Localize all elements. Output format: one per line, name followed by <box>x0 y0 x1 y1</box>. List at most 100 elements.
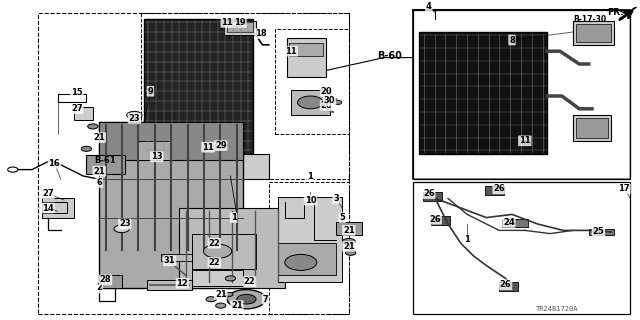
Polygon shape <box>619 7 637 21</box>
Text: 3: 3 <box>333 194 339 203</box>
Bar <box>144 19 253 154</box>
Bar <box>99 122 243 160</box>
Text: 26: 26 <box>423 189 435 198</box>
Text: 20: 20 <box>321 101 332 110</box>
Text: 11: 11 <box>202 143 214 152</box>
Bar <box>289 43 323 56</box>
Text: 9: 9 <box>148 87 153 96</box>
Text: 4: 4 <box>426 2 432 11</box>
Bar <box>291 90 330 115</box>
Text: 29: 29 <box>215 141 227 150</box>
Text: 10: 10 <box>305 196 316 204</box>
Text: 11: 11 <box>519 136 531 145</box>
Bar <box>278 243 336 275</box>
Circle shape <box>206 297 216 302</box>
Bar <box>141 13 349 179</box>
Text: 22: 22 <box>244 277 255 286</box>
Circle shape <box>225 276 236 281</box>
Bar <box>74 107 93 120</box>
Text: 6: 6 <box>96 178 102 187</box>
Bar <box>269 182 349 314</box>
Text: 1: 1 <box>307 172 314 180</box>
Text: 26: 26 <box>500 280 511 289</box>
Text: 12: 12 <box>177 279 188 288</box>
Text: B-17-30: B-17-30 <box>573 15 606 24</box>
Text: 24: 24 <box>503 218 515 227</box>
Bar <box>224 21 256 35</box>
Text: 28: 28 <box>100 276 111 284</box>
Bar <box>142 154 269 179</box>
Bar <box>573 21 614 45</box>
Bar <box>502 219 528 227</box>
Bar <box>99 275 122 288</box>
Bar <box>99 122 243 288</box>
Text: 15: 15 <box>71 88 83 97</box>
Text: 27: 27 <box>71 104 83 113</box>
Bar <box>42 202 67 213</box>
Circle shape <box>216 303 226 308</box>
Bar <box>485 186 504 195</box>
Circle shape <box>237 294 256 304</box>
Text: B-61: B-61 <box>95 156 116 164</box>
Text: 16: 16 <box>49 159 60 168</box>
Text: 11: 11 <box>285 47 297 56</box>
Bar <box>423 192 442 201</box>
Circle shape <box>225 292 233 296</box>
Bar <box>576 24 611 42</box>
Bar <box>192 270 243 286</box>
Bar <box>138 141 170 160</box>
Bar <box>573 115 611 141</box>
Bar <box>336 222 362 235</box>
Bar <box>179 208 285 288</box>
Bar <box>275 29 349 134</box>
Text: 8: 8 <box>509 36 515 44</box>
Text: 26: 26 <box>493 184 505 193</box>
Bar <box>192 234 256 269</box>
Bar <box>38 13 349 314</box>
Bar <box>419 32 547 154</box>
Text: 13: 13 <box>151 152 163 161</box>
Bar <box>42 198 74 218</box>
Text: 23: 23 <box>129 114 140 123</box>
Bar <box>589 229 614 235</box>
Bar <box>287 38 326 77</box>
Text: B-60: B-60 <box>378 51 403 61</box>
Text: 17: 17 <box>618 184 630 193</box>
Text: 20: 20 <box>321 87 332 96</box>
Circle shape <box>8 167 18 172</box>
Text: 5: 5 <box>339 213 346 222</box>
Bar <box>161 254 192 261</box>
Text: 18: 18 <box>255 29 267 38</box>
Circle shape <box>232 21 242 27</box>
Circle shape <box>346 250 356 255</box>
Circle shape <box>342 238 355 245</box>
Text: 7: 7 <box>263 295 268 304</box>
Circle shape <box>298 96 323 109</box>
Circle shape <box>114 225 129 233</box>
Text: 26: 26 <box>429 215 441 224</box>
Text: 1: 1 <box>464 236 470 244</box>
Text: 11: 11 <box>221 18 233 27</box>
Text: 2: 2 <box>96 284 102 292</box>
Text: 21: 21 <box>343 226 355 235</box>
Bar <box>147 280 192 290</box>
Text: 31: 31 <box>164 256 175 265</box>
Text: 21: 21 <box>343 242 355 251</box>
Text: 21: 21 <box>231 301 243 310</box>
Circle shape <box>227 290 266 309</box>
Text: 14: 14 <box>42 204 54 212</box>
Bar <box>576 118 608 138</box>
Bar <box>227 22 253 32</box>
Circle shape <box>127 111 142 119</box>
Text: 21: 21 <box>93 133 105 142</box>
Bar <box>499 282 518 291</box>
Text: 25: 25 <box>593 228 604 236</box>
Bar <box>278 197 342 282</box>
Bar <box>86 155 125 174</box>
Circle shape <box>285 254 317 270</box>
Text: 19: 19 <box>234 18 246 27</box>
Text: 1: 1 <box>230 213 237 222</box>
Circle shape <box>81 146 92 151</box>
Text: FR.: FR. <box>607 8 624 17</box>
Text: 22: 22 <box>209 258 220 267</box>
